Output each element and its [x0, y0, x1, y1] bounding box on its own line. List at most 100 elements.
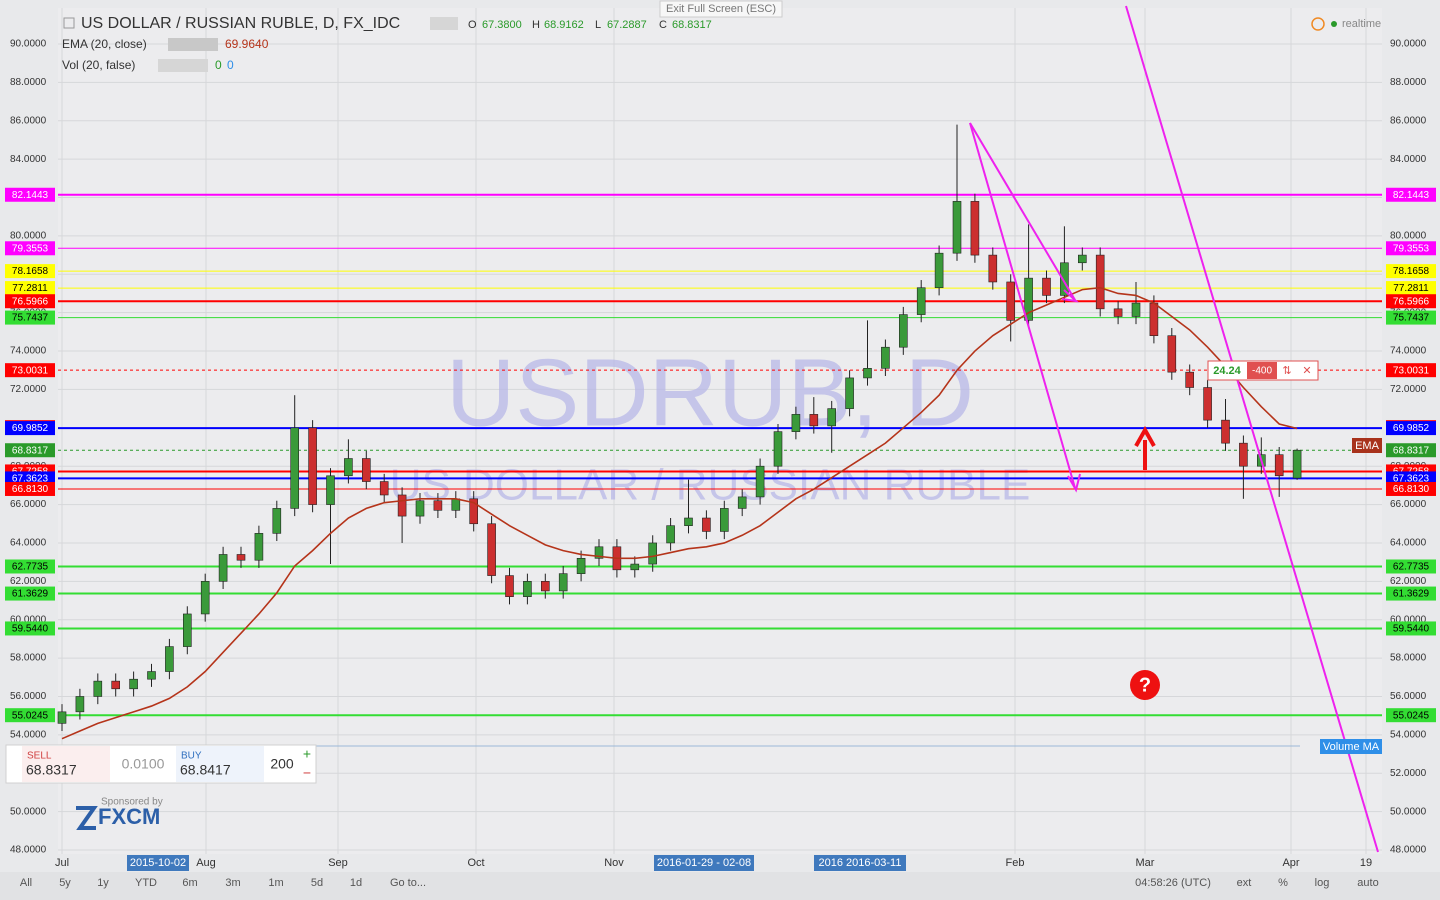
range-button[interactable]: 3m [225, 877, 240, 889]
range-button[interactable]: 1d [350, 877, 362, 889]
toolbar-buttons: All 5y 1y YTD 6m 3m 1m 5d 1d Go to... 04:58:26 (UT… [20, 877, 1379, 889]
candle-body [576, 558, 586, 574]
level-label-left: 61.3629 [12, 589, 49, 600]
ema-legend: EMA (20, close) [62, 37, 147, 51]
quantity[interactable]: 200 [270, 756, 294, 772]
range-button[interactable]: 5d [311, 877, 323, 889]
level-label-right: 82.1443 [1393, 190, 1430, 201]
candle-body [881, 346, 890, 369]
y-tick-label-left: 56.0000 [10, 691, 47, 702]
x-highlight [127, 855, 189, 871]
toolbar-option[interactable]: auto [1357, 877, 1378, 889]
y-tick-label-right: 88.0000 [1390, 77, 1427, 88]
header-icons[interactable] [430, 17, 458, 30]
range-button[interactable]: 5y [59, 877, 71, 889]
y-tick-label-left: 84.0000 [10, 154, 47, 165]
symbol-title: US DOLLAR / RUSSIAN RUBLE, D, FX_IDC [81, 15, 400, 32]
candle-body [737, 496, 747, 509]
candle-body [379, 481, 389, 496]
toolbar-option[interactable]: ext [1237, 877, 1252, 889]
candle-body [451, 498, 461, 511]
level-label-left: 82.1443 [12, 190, 49, 201]
candle-body [218, 554, 228, 582]
range-button[interactable]: 1m [268, 877, 283, 889]
range-button[interactable]: 6m [182, 877, 197, 889]
level-label-left: 62.7735 [12, 562, 49, 573]
y-tick-label-right: 64.0000 [1390, 538, 1427, 549]
y-tick-label-right: 56.0000 [1390, 691, 1427, 702]
y-tick-label-left: 62.0000 [10, 576, 47, 587]
y-tick-label-left: 74.0000 [10, 346, 47, 357]
volume-ma-tag [1320, 739, 1382, 754]
h-label: H [532, 19, 540, 31]
x-highlight [814, 855, 906, 871]
candle-body [272, 508, 282, 534]
candle-body [540, 581, 550, 592]
candle-body [952, 201, 962, 254]
candle-body [684, 517, 693, 526]
high-value: 68.9162 [544, 19, 584, 31]
level-tag-right [1386, 621, 1436, 636]
buy-button[interactable] [176, 746, 264, 782]
candle-body [308, 427, 317, 505]
candle-body [1042, 277, 1051, 296]
toolbar-option: 04:58:26 (UTC) [1135, 877, 1211, 889]
exit-fullscreen[interactable] [659, 0, 783, 18]
level-tag-left [5, 559, 55, 574]
trend-line [1125, 5, 1379, 853]
sell-button[interactable] [22, 746, 110, 782]
range-button[interactable]: All [20, 877, 32, 889]
toolbar-option[interactable]: log [1315, 877, 1330, 889]
range-button[interactable]: Go to... [390, 877, 426, 889]
level-label-right: 55.0245 [1393, 710, 1430, 721]
range-button[interactable]: 1y [97, 877, 109, 889]
level-label-right: 62.7735 [1393, 562, 1430, 573]
candle-body [397, 494, 407, 517]
position-close[interactable]: ✕ [1302, 365, 1311, 377]
candle-body [236, 554, 246, 561]
sell-label: SELL [27, 751, 52, 762]
y-tick-label-left: 54.0000 [10, 729, 47, 740]
range-button[interactable]: YTD [135, 877, 157, 889]
up-arrow [1134, 425, 1156, 470]
y-tick-label-left: 60.0000 [10, 614, 47, 625]
toolbar-option[interactable]: % [1278, 877, 1288, 889]
candles [57, 124, 1302, 740]
level-tag-left [5, 363, 55, 378]
y-tick-label-right: 58.0000 [1390, 653, 1427, 664]
candle-body [630, 563, 640, 571]
y-tick-label-right: 50.0000 [1390, 806, 1427, 817]
vol-icons[interactable] [158, 59, 208, 72]
x-tick-label: Nov [604, 857, 624, 869]
qty-minus[interactable]: − [303, 765, 311, 781]
x-tick-label: Sep [328, 857, 348, 869]
qty-plus[interactable]: + [303, 746, 311, 762]
level-label-right: 66.8130 [1393, 484, 1430, 495]
ema-line [61, 286, 1298, 740]
ema-icons[interactable] [168, 38, 218, 51]
candle-body [505, 575, 514, 597]
x-highlight-label: 2015-10-02 [130, 857, 186, 869]
brand: FXCM [98, 804, 160, 829]
x-tick-label: Oct [467, 857, 484, 869]
y-tick-label-right: 86.0000 [1390, 115, 1427, 126]
candle-body [970, 201, 980, 256]
level-tag-right [1386, 421, 1436, 436]
collapse-icon[interactable] [63, 17, 75, 29]
level-label-right: 68.8317 [1393, 445, 1430, 456]
y-tick-label-left: 88.0000 [10, 77, 47, 88]
candle-body [200, 581, 210, 615]
candle-body [165, 646, 174, 672]
candle-body [648, 542, 658, 565]
position-reverse[interactable]: ⇅ [1282, 365, 1291, 377]
x-highlight-label: 2016-01-29 - 02-08 [657, 857, 751, 869]
level-label-right: 76.5966 [1393, 296, 1430, 307]
trend-line [969, 122, 1076, 301]
candle-body [1167, 335, 1177, 373]
candle-body [487, 523, 496, 576]
level-tag-left [5, 471, 55, 486]
position-pnl: 24.24 [1213, 365, 1241, 377]
level-label-left: 73.0031 [12, 365, 49, 376]
candle-body [361, 458, 371, 482]
